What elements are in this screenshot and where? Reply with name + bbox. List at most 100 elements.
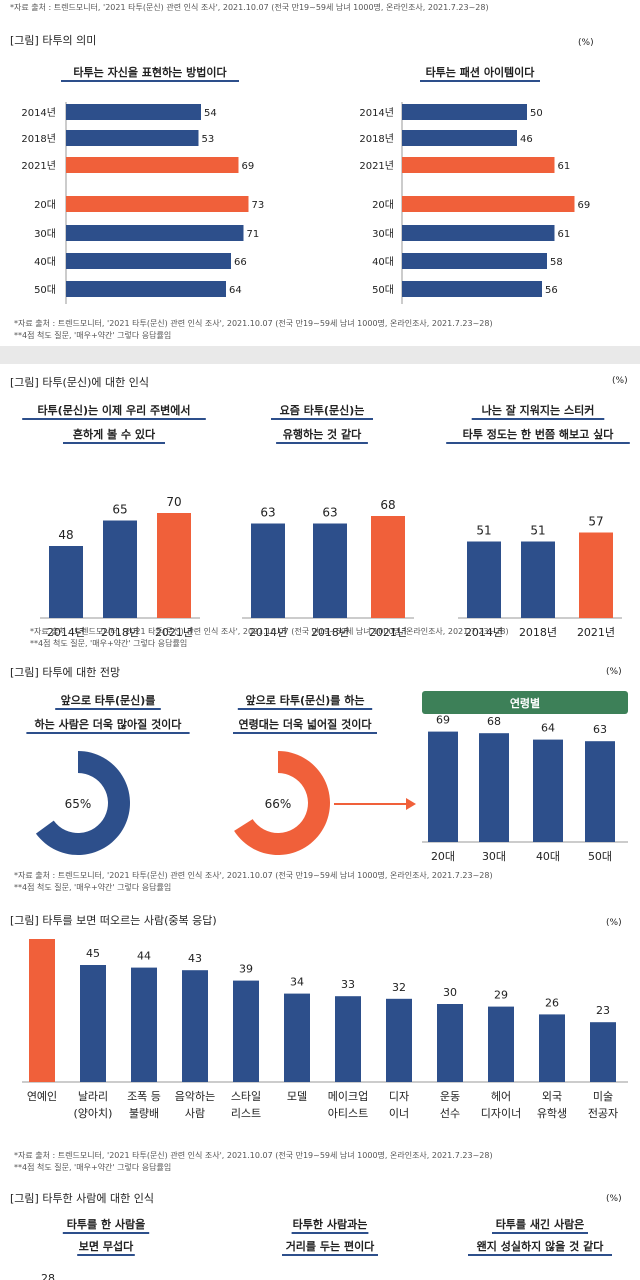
bar (233, 980, 259, 1082)
value-label: 71 (247, 229, 260, 240)
value-label: 56 (545, 285, 558, 296)
bar (402, 196, 575, 212)
category-label: 50대 (34, 284, 56, 296)
scale-note: **4점 척도 질문, '매우+약간' 그렇다 응답률임 (30, 639, 188, 648)
category-label: 음악하는 (175, 1089, 215, 1103)
category-label: (양아치) (74, 1107, 113, 1120)
bar (428, 731, 458, 842)
series-title-line: 유행하는 것 같다 (283, 427, 362, 441)
series-title-line: 거리를 두는 편이다 (286, 1239, 375, 1253)
category-label: 이너 (389, 1107, 409, 1120)
series-title-line: 나는 잘 지워지는 스티커 (482, 403, 595, 417)
value-label: 66 (234, 257, 247, 268)
category-label: 2018년 (21, 133, 56, 145)
source-note: *자료 출처 : 트렌드모니터, '2021 타투(문신) 관련 인식 조사',… (14, 871, 493, 880)
bar (66, 157, 239, 173)
chart-title-people: [그림] 타투를 보면 떠오르는 사람(중복 응답) (10, 914, 217, 927)
bar (479, 733, 509, 842)
category-label: 2014년 (465, 626, 503, 639)
chart-title-outlook: [그림] 타투에 대한 전망 (10, 666, 121, 679)
bar (29, 939, 55, 1082)
bar (335, 996, 361, 1082)
value-label: 57 (588, 515, 603, 529)
category-label: 전공자 (588, 1107, 618, 1120)
category-label: 2018년 (101, 626, 139, 639)
value-label: 63 (260, 506, 275, 520)
bar (467, 541, 501, 618)
value-label: 53 (202, 134, 215, 145)
value-label: 63 (322, 506, 337, 520)
category-label: 사람 (185, 1107, 205, 1120)
bar (66, 225, 244, 241)
bar (521, 541, 555, 618)
category-label: 조폭 등 (127, 1090, 161, 1103)
series-title-line: 타투 정도는 한 번쯤 해보고 싶다 (463, 427, 615, 441)
bar (313, 523, 347, 618)
category-label: 2021년 (369, 626, 407, 639)
category-label: 30대 (482, 850, 506, 863)
value-label: 64 (229, 285, 242, 296)
category-label: 40대 (536, 850, 560, 863)
bar (402, 253, 547, 269)
series-title: 타투는 패션 아이템이다 (426, 65, 536, 79)
bar (157, 513, 191, 618)
bar (579, 532, 613, 618)
donut-title-line: 앞으로 타투(문신)를 하는 (246, 693, 365, 707)
category-label: 운동 (440, 1090, 460, 1103)
series-title-line: 흔하게 볼 수 있다 (73, 427, 156, 441)
value-label: 45 (86, 947, 100, 960)
value-label: 51 (530, 524, 545, 538)
category-label: 메이크업 (328, 1090, 368, 1103)
category-label: 유학생 (537, 1107, 567, 1120)
category-label: 리스트 (231, 1107, 261, 1120)
category-label: 40대 (372, 256, 394, 268)
series-title: 타투는 자신을 표현하는 방법이다 (73, 65, 227, 79)
bar (386, 998, 412, 1082)
value-label: 68 (487, 715, 501, 728)
source-note: *자료 출처 : 트렌드모니터, '2021 타투(문신) 관련 인식 조사',… (14, 319, 493, 328)
category-label: 외국 (542, 1090, 562, 1103)
bar (66, 253, 231, 269)
unit-label: (%) (606, 1194, 622, 1204)
bar (80, 965, 106, 1082)
category-label: 2021년 (155, 626, 193, 639)
bar (371, 516, 405, 618)
value-label: 73 (252, 200, 265, 211)
scale-note: **4점 척도 질문, '매우+약간' 그렇다 응답률임 (14, 1163, 172, 1172)
panel-tattoo-meaning: *자료 출처 : 트렌드모니터, '2021 타투(문신) 관련 인식 조사',… (0, 0, 640, 346)
source-note: *자료 출처 : 트렌드모니터, '2021 타투(문신) 관련 인식 조사',… (14, 1151, 493, 1160)
category-label: 디자이너 (481, 1107, 521, 1120)
series-title-line: 타투한 사람과는 (293, 1217, 368, 1231)
value-label: 64 (541, 722, 555, 735)
series-title-line: 타투를 새긴 사람은 (496, 1217, 585, 1231)
category-label: 20대 (372, 199, 394, 211)
series-title-line: 왠지 성실하지 않을 것 같다 (477, 1239, 605, 1253)
panel-perception-outlook: [그림] 타투(문신)에 대한 인식 (%) 타투(문신)는 이제 우리 주변에… (0, 364, 640, 916)
value-label: 34 (290, 976, 304, 989)
donut-slice (35, 751, 130, 855)
value-label: 23 (596, 1004, 610, 1017)
value-label: 32 (392, 981, 406, 994)
donut-slice (234, 751, 331, 855)
value-label: 63 (593, 723, 607, 736)
category-label: 2014년 (21, 107, 56, 119)
donut-label: 66% (265, 797, 292, 811)
category-label: 2014년 (249, 626, 287, 639)
bar (402, 281, 542, 297)
value-label: 50 (530, 108, 543, 119)
value-label: 39 (239, 963, 253, 976)
donut-title-line: 앞으로 타투(문신)를 (61, 693, 156, 707)
category-label: 미술 (593, 1090, 613, 1103)
unit-label: (%) (612, 376, 628, 386)
value-label: 61 (558, 229, 571, 240)
value-label: 65 (112, 503, 127, 517)
series-title-line: 타투를 한 사람을 (67, 1217, 146, 1231)
category-label: 모델 (287, 1090, 307, 1103)
category-label: 2014년 (47, 626, 85, 639)
value-label: 51 (476, 524, 491, 538)
donut-title-line: 연령대는 더욱 넓어질 것이다 (239, 717, 373, 731)
bar (49, 546, 83, 618)
category-label: 2014년 (359, 107, 394, 119)
category-label: 40대 (34, 256, 56, 268)
